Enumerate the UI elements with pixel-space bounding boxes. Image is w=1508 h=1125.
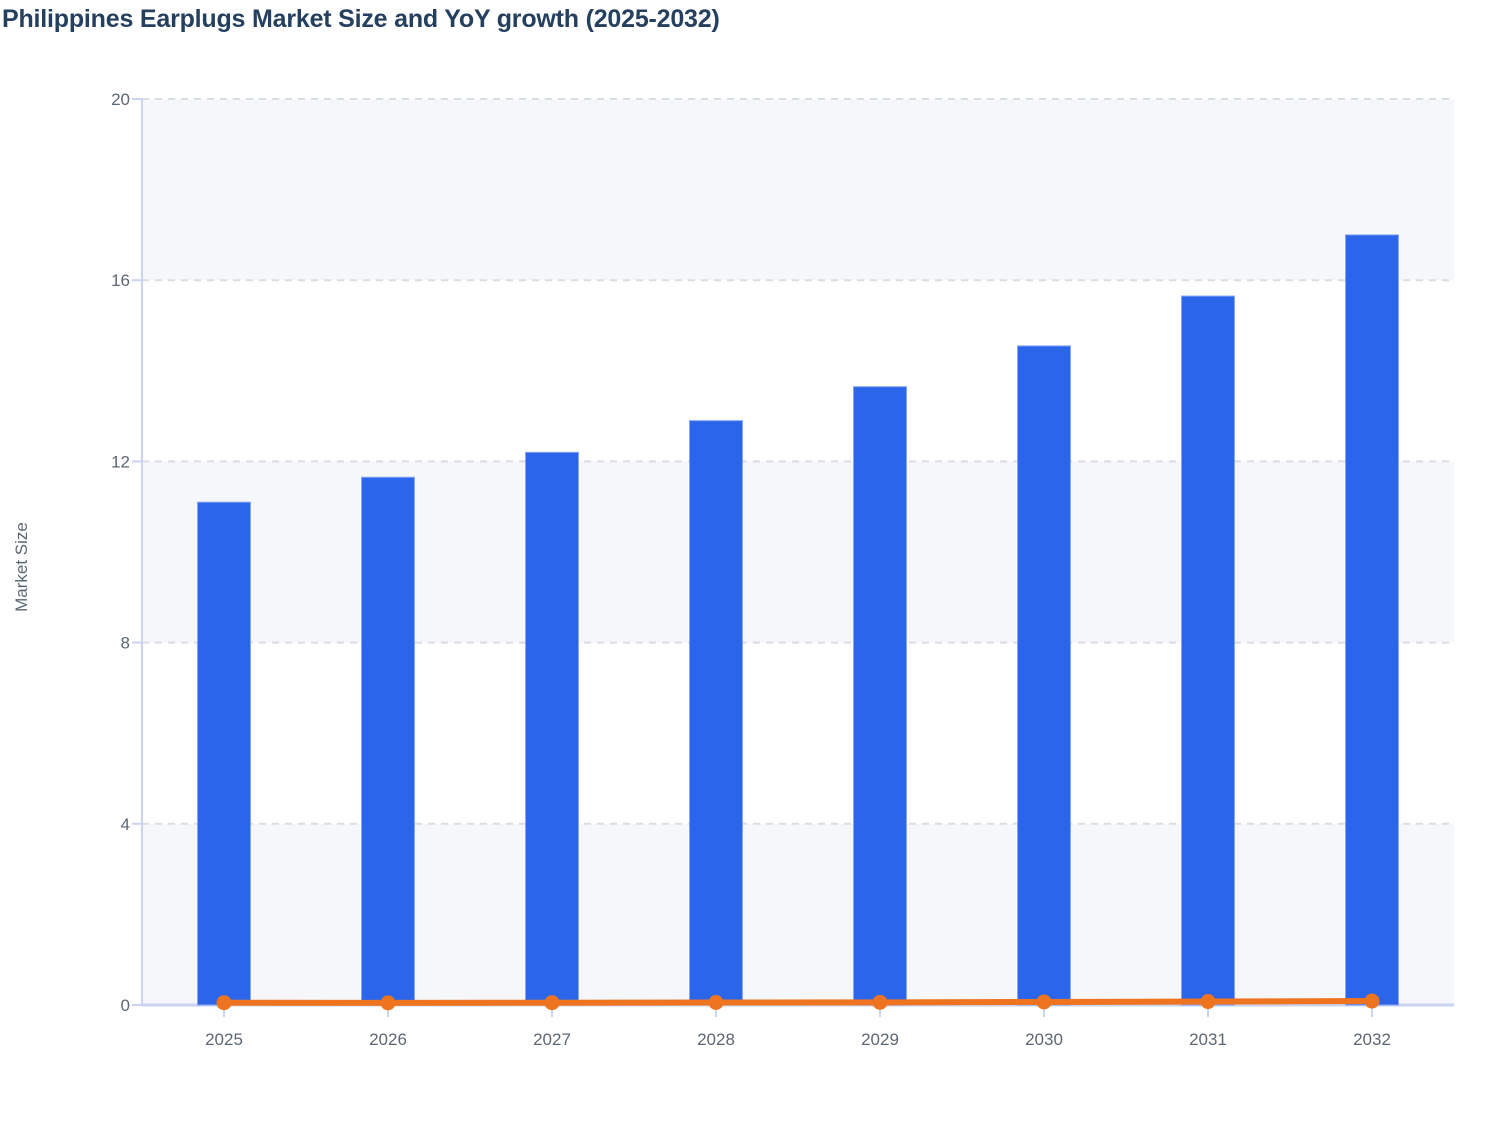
bar-2026[interactable] [361,476,415,1006]
y-tick-label: 12 [111,452,130,471]
yoy-marker-2026[interactable] [380,995,396,1011]
plot-band [142,461,1454,643]
x-tick-label: 2026 [369,1030,407,1049]
y-tick-label: 4 [121,815,130,834]
yoy-growth-line [221,998,1375,1006]
plot-band [142,823,1454,1005]
bar-2028[interactable] [689,420,743,1006]
chart-title: Philippines Earplugs Market Size and YoY… [2,5,720,33]
x-tick-label: 2029 [861,1030,899,1049]
yoy-marker-2025[interactable] [216,995,232,1011]
y-axis-title: Market Size [12,522,31,612]
bar-2031[interactable] [1181,295,1235,1006]
bar-2029[interactable] [853,386,907,1006]
yoy-marker-2029[interactable] [872,994,888,1010]
yoy-marker-2027[interactable] [544,995,560,1011]
x-tick-label: 2030 [1025,1030,1063,1049]
y-tick-label: 8 [121,634,130,653]
x-tick-label: 2027 [533,1030,571,1049]
y-tick-label: 16 [111,271,130,290]
yoy-marker-2031[interactable] [1200,994,1216,1010]
x-tick-label: 2025 [205,1030,243,1049]
x-tick-label: 2031 [1189,1030,1227,1049]
x-tick-label: 2028 [697,1030,735,1049]
plot-band [142,99,1454,281]
bar-2025[interactable] [197,501,251,1006]
yoy-marker-2030[interactable] [1036,994,1052,1010]
yoy-marker-2028[interactable] [708,995,724,1011]
y-tick-label: 20 [111,90,130,109]
bar-2027[interactable] [525,451,579,1006]
x-tick-label: 2032 [1353,1030,1391,1049]
yoy-marker-2032[interactable] [1364,993,1380,1009]
y-tick-label: 0 [121,996,130,1015]
bar-2032[interactable] [1345,234,1399,1006]
bar-2030[interactable] [1017,345,1071,1006]
